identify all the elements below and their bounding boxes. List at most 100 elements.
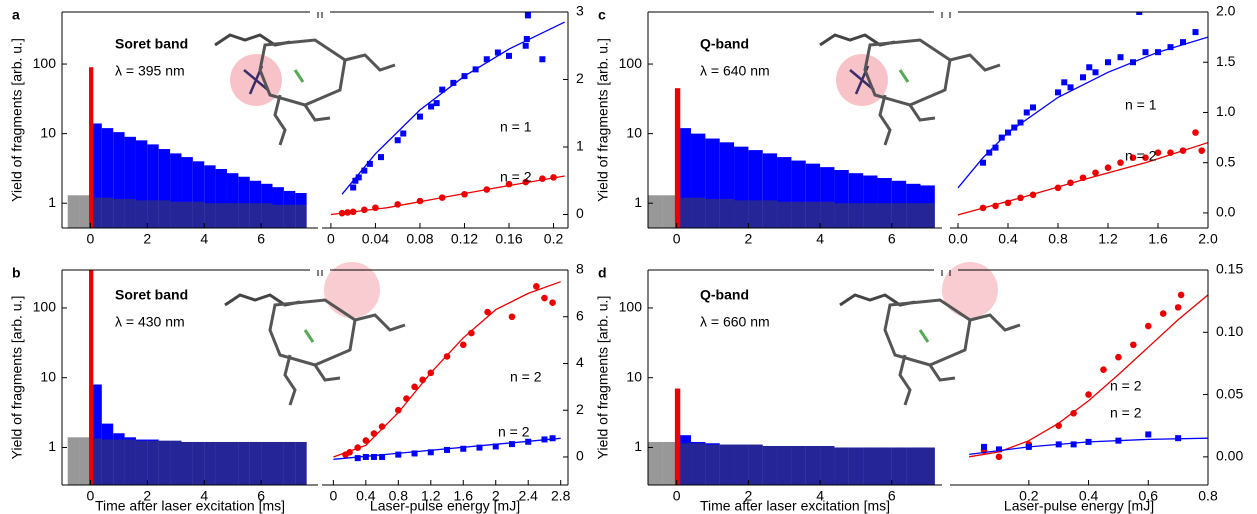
data-point [1105, 59, 1111, 66]
plot-area [648, 88, 935, 228]
histogram-bar [124, 198, 136, 228]
data-point [1136, 12, 1143, 15]
histogram-bar [170, 440, 182, 485]
histogram-bar [89, 67, 94, 228]
data-point [1055, 89, 1061, 96]
histogram-bar [906, 447, 921, 485]
data-point [416, 197, 424, 205]
histogram-bar [719, 198, 735, 228]
y-tick-label: 1 [576, 138, 584, 154]
data-point [450, 79, 457, 86]
histogram-bar [249, 203, 262, 228]
histogram-bar [674, 88, 681, 228]
data-point [459, 341, 467, 349]
histogram-bar [170, 153, 182, 228]
data-point [1092, 69, 1099, 76]
data-point [370, 453, 377, 460]
data-point [1092, 169, 1099, 177]
data-point [1100, 366, 1107, 373]
data-point [427, 449, 434, 456]
data-point [366, 160, 373, 167]
y-tick-label: 100 [33, 55, 57, 71]
data-point [355, 174, 362, 181]
fit-line [957, 36, 1208, 189]
data-point [395, 406, 402, 414]
histogram-bar [877, 203, 892, 228]
panel-letter: b [12, 265, 21, 281]
histogram-bar [748, 444, 763, 485]
histogram-bar [204, 165, 216, 228]
histogram-bar [295, 204, 307, 228]
data-point [986, 149, 993, 156]
histogram-bar [124, 136, 136, 228]
molecule-d [838, 262, 1022, 407]
x-tick-label: 0.04 [362, 231, 389, 247]
histogram-bar [215, 203, 227, 228]
annotation: n = 2 [498, 424, 530, 440]
x-tick-label: 0.8 [1198, 488, 1218, 504]
data-point [1154, 149, 1162, 156]
histogram-bar [113, 198, 125, 228]
y-tick-label: 1.0 [1216, 103, 1236, 119]
data-point [523, 36, 530, 42]
x-tick-label: 0.4 [356, 488, 376, 504]
y-tick-label: 10 [40, 368, 56, 384]
data-point [992, 144, 999, 151]
y-tick-label: 1 [48, 194, 56, 210]
data-point [476, 444, 483, 451]
histogram-bar [820, 201, 835, 228]
y-tick-label: 3 [576, 3, 584, 19]
data-point [433, 100, 440, 107]
y-tick-label: 10 [40, 124, 56, 140]
data-point [508, 441, 515, 448]
histogram-bar [181, 157, 193, 228]
histogram-bar [204, 441, 216, 485]
data-point [1080, 74, 1086, 81]
histogram-bar [90, 123, 102, 228]
plot-area [333, 281, 561, 462]
fit-line [969, 437, 1208, 456]
histogram-bar [79, 437, 91, 485]
data-point [460, 445, 467, 452]
x-tick-label: 0 [327, 231, 335, 247]
data-point [494, 49, 501, 56]
plot-area [968, 291, 1208, 461]
histogram-bar [691, 443, 706, 485]
histogram-bar [215, 441, 227, 485]
y-tick-label: 4 [576, 354, 584, 370]
molecule-b [223, 262, 407, 407]
histogram-bar [863, 447, 878, 485]
histogram-bar [891, 447, 907, 485]
y-tick-label: 1.5 [1216, 53, 1236, 69]
data-point [1142, 154, 1149, 161]
y-axis-label: Yield of fragments [arb. u.] [9, 38, 25, 202]
data-point [1198, 147, 1206, 154]
histogram-bar [834, 203, 849, 228]
data-point [1067, 84, 1074, 91]
histogram-bar [67, 437, 80, 485]
histogram-bar [147, 144, 159, 228]
data-point [484, 308, 491, 316]
y-tick-label: 0.0 [1216, 204, 1236, 220]
data-point [377, 154, 384, 161]
x-tick-label: 6 [257, 231, 265, 247]
panel-letter: c [598, 7, 606, 23]
histogram-bar [719, 444, 735, 485]
histogram-bar [147, 200, 159, 228]
y-axis-label: Yield of fragments [arb. u.] [595, 38, 611, 202]
y-tick-label: 100 [619, 299, 643, 315]
panel-letter: d [598, 265, 607, 281]
x-axis-label: Laser-pulse energy [mJ] [370, 498, 520, 514]
data-point [539, 56, 546, 63]
fit-line [957, 141, 1208, 216]
y-tick-label: 0.5 [1216, 153, 1236, 169]
y-tick-label: 8 [576, 261, 584, 277]
histogram-bar [90, 197, 102, 228]
histogram-bar [124, 439, 136, 485]
histogram-bar [181, 201, 193, 228]
data-point [354, 455, 361, 462]
data-point [350, 184, 357, 191]
histogram-bar [762, 446, 778, 485]
data-point [370, 430, 378, 437]
